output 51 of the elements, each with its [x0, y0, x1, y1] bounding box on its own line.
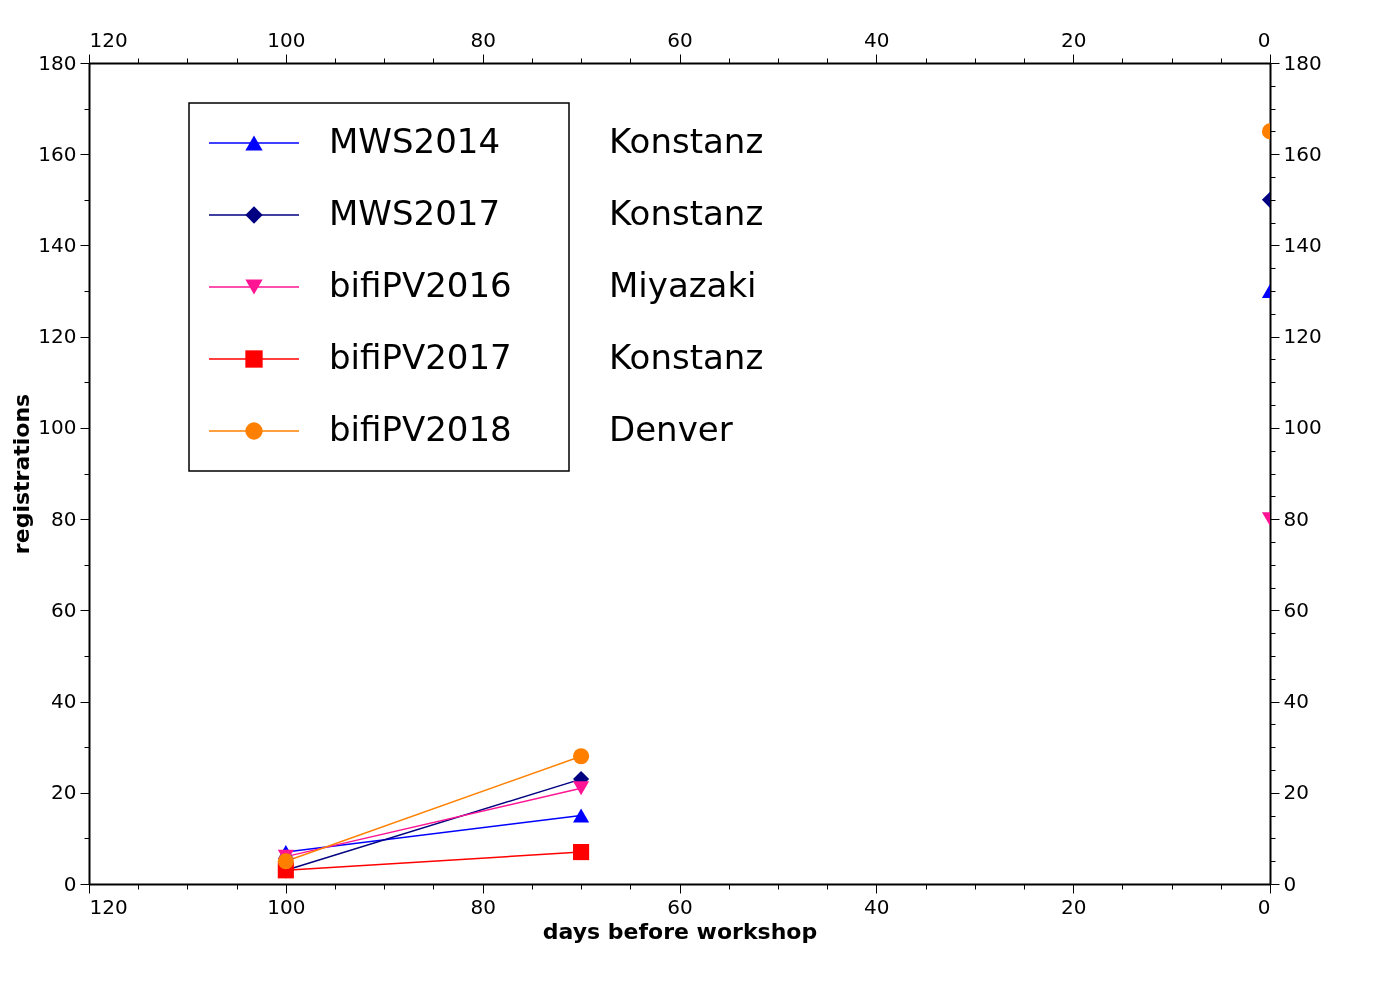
y2-tick-label: 100: [1283, 415, 1322, 440]
annotation: Konstanz: [609, 337, 764, 377]
y2-tick-label: 40: [1283, 689, 1309, 714]
x2-tick-label: 120: [89, 27, 128, 52]
y-tick-label: 20: [51, 780, 77, 805]
legend-label: bifiPV2016: [329, 265, 512, 305]
x2-tick-label: 100: [267, 27, 306, 52]
legend-label: MWS2017: [329, 193, 501, 233]
x-tick-label: 0: [1257, 894, 1271, 919]
y2-tick-label: 60: [1283, 597, 1309, 622]
x-tick-label: 80: [470, 894, 496, 919]
y2-tick-label: 20: [1283, 780, 1309, 805]
y2-tick-label: 180: [1283, 50, 1322, 75]
x-tick-label: 60: [667, 894, 693, 919]
x-tick-label: 120: [89, 894, 128, 919]
annotation: Konstanz: [609, 193, 764, 233]
x2-tick-label: 80: [470, 27, 496, 52]
y2-tick-label: 0: [1283, 871, 1297, 896]
x-axis-title: days before workshop: [542, 918, 818, 944]
x2-tick-label: 60: [667, 27, 693, 52]
y-tick-label: 160: [38, 141, 77, 166]
y2-tick-label: 160: [1283, 141, 1322, 166]
y-tick-label: 40: [51, 689, 77, 714]
y2-tick-label: 80: [1283, 506, 1309, 531]
x-tick-label: 40: [864, 894, 890, 919]
y-tick-label: 180: [38, 50, 77, 75]
legend-label: bifiPV2017: [329, 337, 512, 377]
annotation: Denver: [609, 409, 733, 449]
y-tick-label: 0: [63, 871, 77, 896]
y-axis-title: registrations: [9, 393, 35, 555]
x-tick-label: 20: [1060, 894, 1087, 919]
x-tick-label: 100: [267, 894, 306, 919]
y-tick-label: 60: [51, 597, 77, 622]
y-tick-label: 100: [38, 415, 77, 440]
point: [277, 853, 294, 870]
legend-label: MWS2014: [329, 121, 501, 161]
y2-tick-label: 140: [1283, 232, 1322, 257]
y2-tick-label: 120: [1283, 324, 1322, 349]
y-tick-label: 140: [38, 232, 77, 257]
annotation: Konstanz: [609, 121, 764, 161]
point: [573, 748, 590, 765]
x2-tick-label: 40: [864, 27, 890, 52]
x2-tick-label: 0: [1257, 27, 1271, 52]
x2-tick-label: 20: [1060, 27, 1087, 52]
point: [573, 844, 590, 861]
legend-label: bifiPV2018: [329, 409, 512, 449]
y-tick-label: 120: [38, 324, 77, 349]
point: [573, 808, 590, 823]
point: [573, 781, 590, 796]
annotation: Miyazaki: [609, 265, 757, 305]
y-tick-label: 80: [51, 506, 77, 531]
